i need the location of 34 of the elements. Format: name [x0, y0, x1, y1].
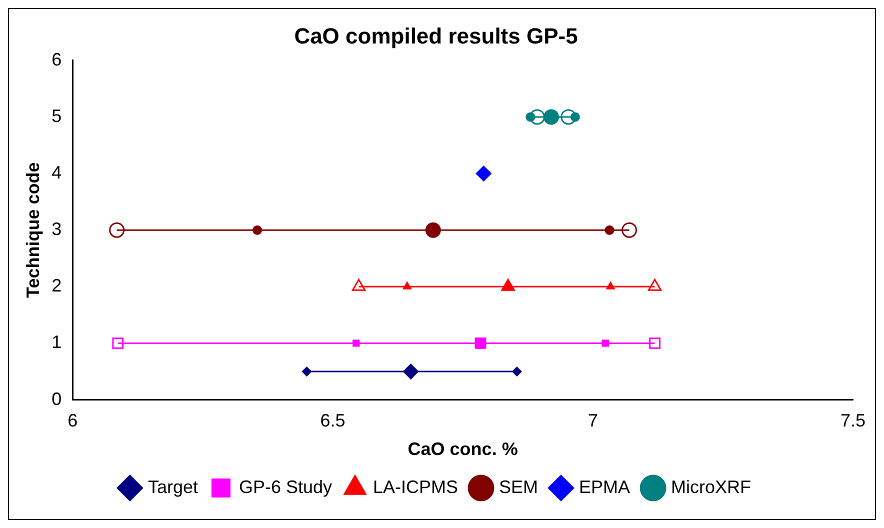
legend-label: GP-6 Study: [238, 476, 332, 497]
x-tick-label: 7: [588, 410, 598, 431]
legend-label: LA-ICPMS: [373, 476, 458, 497]
y-axis-title: Technique code: [22, 162, 43, 298]
point: [649, 338, 660, 349]
point: [622, 222, 638, 238]
legend-label: MicroXRF: [671, 476, 752, 497]
point: [402, 282, 412, 290]
point: [606, 282, 615, 290]
legend-label: EPMA: [579, 476, 630, 497]
y-tick-label: 2: [52, 276, 62, 296]
x-tick-label: 6.5: [320, 410, 346, 431]
x-tick-label: 7.5: [840, 410, 866, 431]
x-tick-label: 6: [68, 410, 78, 431]
chart-title: CaO compiled results GP-5: [294, 23, 578, 48]
point: [302, 366, 312, 376]
y-tick-label: 0: [52, 388, 62, 409]
y-tick-label: 6: [52, 49, 62, 70]
point: [476, 166, 492, 182]
point: [474, 338, 486, 349]
y-tick-label: 4: [52, 162, 62, 182]
x-axis-title: CaO conc. %: [408, 439, 518, 460]
y-tick-label: 5: [52, 106, 62, 126]
legend-label: Target: [148, 476, 198, 497]
y-tick-label: 1: [52, 332, 62, 352]
point: [109, 222, 125, 238]
y-tick-label: 3: [52, 219, 62, 240]
point: [425, 222, 441, 238]
point: [560, 109, 576, 125]
legend-label: SEM: [499, 476, 538, 497]
point: [544, 109, 559, 125]
point: [512, 366, 522, 376]
point: [112, 338, 124, 349]
point: [529, 109, 545, 125]
